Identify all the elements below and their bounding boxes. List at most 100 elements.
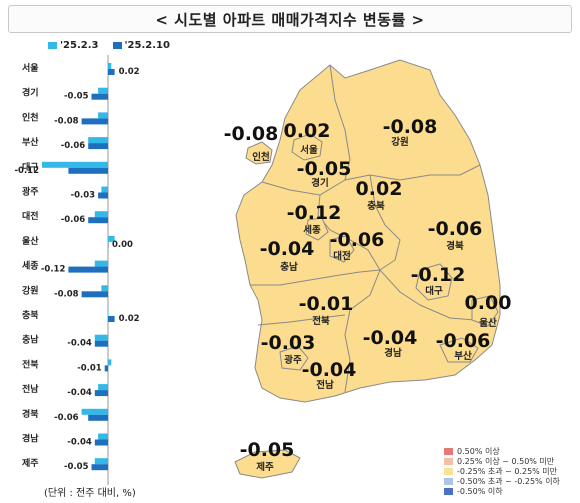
bar-curr	[68, 167, 108, 174]
bar-prev	[101, 186, 108, 193]
category-label: 충북	[22, 309, 39, 321]
category-label: 대전	[22, 210, 39, 222]
region-jeju	[234, 449, 301, 479]
map-legend-label: -0.25% 초과 ~ 0.25% 미만	[457, 466, 558, 476]
map-region-label: 울산	[479, 317, 497, 329]
region-seoul	[291, 133, 323, 161]
bar-prev	[42, 161, 108, 168]
region-daejeon	[329, 235, 355, 263]
bar-value-label: -0.03	[71, 191, 96, 201]
category-label: 경기	[22, 87, 39, 99]
map-region-label: 인천	[252, 152, 269, 163]
map-legend-row: 0.50% 이상	[444, 446, 560, 456]
bar-prev	[88, 137, 108, 144]
legend-label-prev: '25.2.3	[60, 40, 99, 51]
bar-curr	[94, 340, 108, 347]
border-chungnam-chungbuk	[317, 194, 381, 271]
map-region-label: 서울	[300, 144, 318, 156]
bar-value-label: -0.01	[77, 363, 102, 373]
title-bar: < 시도별 아파트 매매가격지수 변동률 >	[8, 5, 572, 33]
map-region-label: 경남	[384, 347, 402, 359]
map-region-label: 전북	[312, 315, 330, 327]
bar-value-label: -0.04	[67, 339, 92, 349]
bar-value-label: -0.06	[61, 215, 86, 225]
border-gangwon-south	[369, 164, 481, 181]
map-legend-label: -0.50% 이하	[457, 486, 503, 496]
map-value-label: -0.08	[383, 116, 438, 138]
map-legend-swatch	[444, 467, 453, 475]
unit-note: (단위 : 전주 대비, %)	[44, 488, 136, 499]
map-regions	[234, 59, 501, 479]
bar-value-label: -0.08	[54, 289, 79, 299]
bar-prev	[94, 458, 108, 465]
map-value-label: -0.04	[260, 238, 315, 260]
bar-prev	[98, 112, 108, 119]
bar-value-label: -0.06	[54, 413, 79, 423]
map-value-label: -0.05	[297, 158, 352, 180]
map-value-label: 0.02	[356, 178, 403, 200]
map-value-label: -0.12	[287, 202, 342, 224]
bar-value-label: 0.02	[119, 67, 140, 77]
bar-prev	[94, 211, 108, 218]
bar-curr	[104, 365, 108, 372]
category-label: 울산	[22, 235, 39, 247]
region-busan	[439, 337, 479, 363]
bar-prev	[81, 408, 108, 415]
category-label: 경북	[22, 408, 39, 420]
map-legend-swatch	[444, 477, 453, 485]
legend-swatch-prev	[48, 42, 57, 49]
bar-value-label: 0.02	[119, 314, 140, 324]
map-value-label: -0.04	[302, 359, 357, 381]
map-legend-label: 0.25% 이상 ~ 0.50% 미만	[457, 456, 555, 466]
map-legend-swatch	[444, 487, 453, 495]
page-title: < 시도별 아파트 매매가격지수 변동률 >	[155, 10, 425, 29]
category-label: 제주	[22, 457, 39, 469]
region-gwangju	[279, 345, 309, 371]
border-south-belt	[250, 269, 381, 286]
map-legend-swatch	[444, 457, 453, 465]
map-value-label: -0.04	[363, 327, 418, 349]
map-value-label: -0.06	[330, 229, 385, 251]
bar-legend: '25.2.3 '25.2.10	[48, 40, 170, 51]
bar-curr	[88, 143, 108, 150]
map-region-label: 충북	[367, 200, 385, 212]
category-label: 인천	[22, 112, 39, 123]
map-legend-row: 0.25% 이상 ~ 0.50% 미만	[444, 456, 560, 466]
bar-value-label: -0.08	[54, 116, 79, 126]
bar-curr	[88, 217, 108, 224]
bar-prev	[108, 359, 112, 366]
border-jeonbuk-jeonnam	[257, 314, 346, 326]
region-incheon	[245, 141, 273, 165]
category-label: 세종	[22, 260, 39, 272]
bar-curr	[94, 390, 108, 397]
category-label: 광주	[22, 186, 39, 198]
bar-value-label: -0.06	[61, 141, 86, 151]
border-west-east	[344, 269, 381, 393]
bar-curr	[108, 69, 115, 75]
bar-prev	[108, 310, 109, 316]
map-value-label: -0.06	[436, 330, 491, 352]
legend-item-curr: '25.2.10	[112, 40, 170, 51]
category-label: 강원	[22, 284, 39, 296]
region-daegu	[415, 263, 453, 301]
map-region-label: 대전	[333, 250, 350, 262]
category-label: 전북	[22, 358, 39, 370]
bar-curr	[94, 439, 108, 446]
map-value-label: 0.00	[465, 292, 512, 314]
bar-value-label: -0.05	[64, 92, 89, 102]
map-legend-swatch	[444, 447, 453, 455]
map-region-label: 전남	[316, 379, 334, 391]
map-legend-row: -0.50% 초과 ~ -0.25% 이하	[444, 476, 560, 486]
region-ulsan	[471, 295, 499, 327]
category-label: 대구	[22, 161, 39, 173]
bar-curr	[68, 266, 108, 273]
bar-curr	[108, 316, 115, 322]
map-region-label: 경북	[446, 240, 464, 252]
bar-value-label: -0.05	[64, 462, 89, 472]
map-legend-row: -0.50% 이하	[444, 486, 560, 496]
map-value-label: -0.01	[299, 293, 354, 315]
bar-curr	[91, 93, 108, 100]
